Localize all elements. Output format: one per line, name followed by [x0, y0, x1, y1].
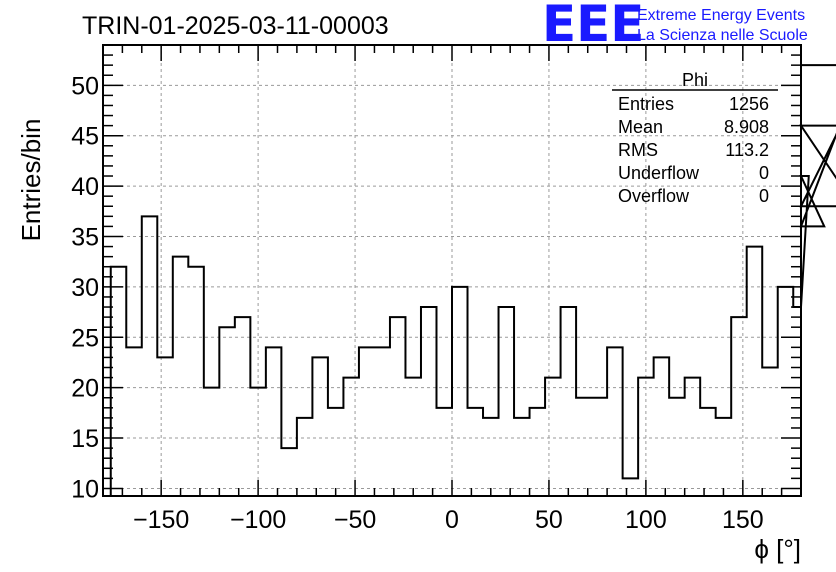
logo-line-2: La Scienza nelle Scuole — [637, 27, 808, 44]
y-tick-label: 50 — [71, 72, 99, 100]
stats-row-value: 0 — [759, 163, 769, 183]
stats-row-label: Mean — [618, 117, 663, 137]
stats-rows: Entries 1256 Mean 8.908 RMS 113.2 Underflow 0 Ov… — [618, 94, 769, 206]
y-tick-label: 10 — [71, 475, 99, 503]
y-tick-label: 45 — [71, 123, 99, 151]
stats-title: Phi — [682, 70, 708, 90]
axis-ticks — [102, 44, 802, 496]
logo-line-1: Extreme Energy Events — [637, 7, 805, 24]
y-axis-label: Entries/bin — [16, 119, 46, 242]
x-axis-label: ϕ [°] — [754, 534, 801, 564]
x-tick-label: −150 — [133, 506, 189, 534]
x-tick-label: −100 — [230, 506, 286, 534]
stats-row-label: Underflow — [618, 163, 700, 183]
eee-logo-text: EEE — [542, 0, 644, 53]
axis-tick-labels: −150 −100 −50 0 50 100 150 10 15 20 25 30 35 40 45 50 — [71, 72, 764, 534]
y-tick-label: 15 — [71, 425, 99, 453]
y-tick-label: 20 — [71, 375, 99, 403]
stats-row-label: Entries — [618, 94, 674, 114]
y-tick-label: 35 — [71, 223, 99, 251]
stats-row-value: 113.2 — [725, 140, 769, 160]
stats-row-label: RMS — [618, 140, 658, 160]
x-tick-label: 50 — [535, 506, 563, 534]
stats-row-value: 0 — [759, 186, 769, 206]
y-tick-label: 30 — [71, 274, 99, 302]
x-tick-label: 150 — [722, 506, 764, 534]
stats-row-label: Overflow — [618, 186, 690, 206]
y-tick-label: 25 — [71, 324, 99, 352]
plot-frame — [102, 44, 802, 497]
stats-box: Phi Entries 1256 Mean 8.908 RMS 113.2 Underflo… — [612, 70, 778, 206]
stats-row-value: 8.908 — [724, 117, 769, 137]
x-tick-label: 100 — [625, 506, 667, 534]
y-tick-label: 40 — [71, 173, 99, 201]
chart-title: TRIN-01-2025-03-11-00003 — [82, 12, 389, 40]
eee-logo: EEE Extreme Energy Events La Scienza nel… — [542, 0, 808, 53]
x-tick-label: −50 — [334, 506, 376, 534]
stats-row-value: 1256 — [729, 94, 769, 114]
histogram-outline — [109, 64, 836, 496]
x-tick-label: 0 — [445, 506, 459, 534]
